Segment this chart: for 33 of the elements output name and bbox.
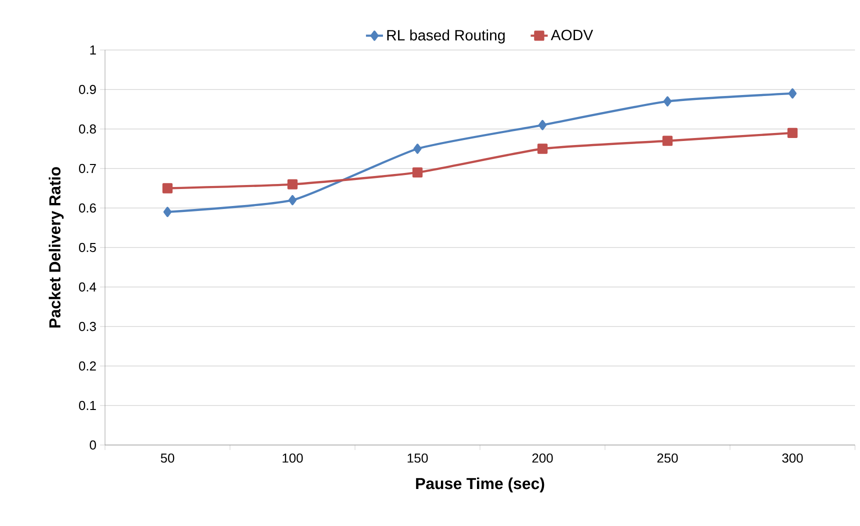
point: [413, 144, 422, 154]
legend-label: RL based Routing: [387, 30, 505, 44]
y-tick-label: 0.4: [78, 282, 96, 292]
y-tick-label: 0.3: [78, 322, 96, 332]
y-axis-title: Packet Delivery Ratio: [48, 167, 64, 328]
x-tick-label: 150: [408, 454, 428, 463]
x-tick-label: 200: [532, 454, 553, 463]
y-tick-label: 0.7: [78, 164, 96, 174]
point: [287, 179, 298, 190]
x-tick-label: 50: [160, 454, 174, 463]
point: [663, 96, 672, 106]
y-tick-label: 0.9: [78, 84, 96, 94]
point: [162, 183, 173, 194]
y-tick-label: 0.5: [78, 242, 96, 252]
y-tick-label: 0.6: [78, 203, 96, 213]
point: [163, 206, 172, 218]
point: [538, 120, 547, 130]
y-tick-label: 0.1: [78, 400, 96, 410]
x-tick-label: 100: [282, 454, 303, 463]
x-tick-label: 300: [782, 454, 803, 463]
y-tick-label: 1: [90, 46, 96, 54]
y-tick-label: 0.2: [78, 361, 96, 371]
x-axis-title: Pause Time (sec): [416, 478, 544, 492]
point: [537, 144, 548, 154]
point: [288, 195, 297, 206]
x-tick-label: 250: [657, 454, 678, 463]
legend-label: AODV: [550, 30, 594, 40]
point: [412, 167, 423, 178]
point: [788, 88, 797, 99]
y-tick-label: 0: [90, 440, 96, 450]
point: [787, 128, 798, 138]
point: [662, 136, 673, 146]
y-tick-label: 0.8: [78, 124, 96, 134]
